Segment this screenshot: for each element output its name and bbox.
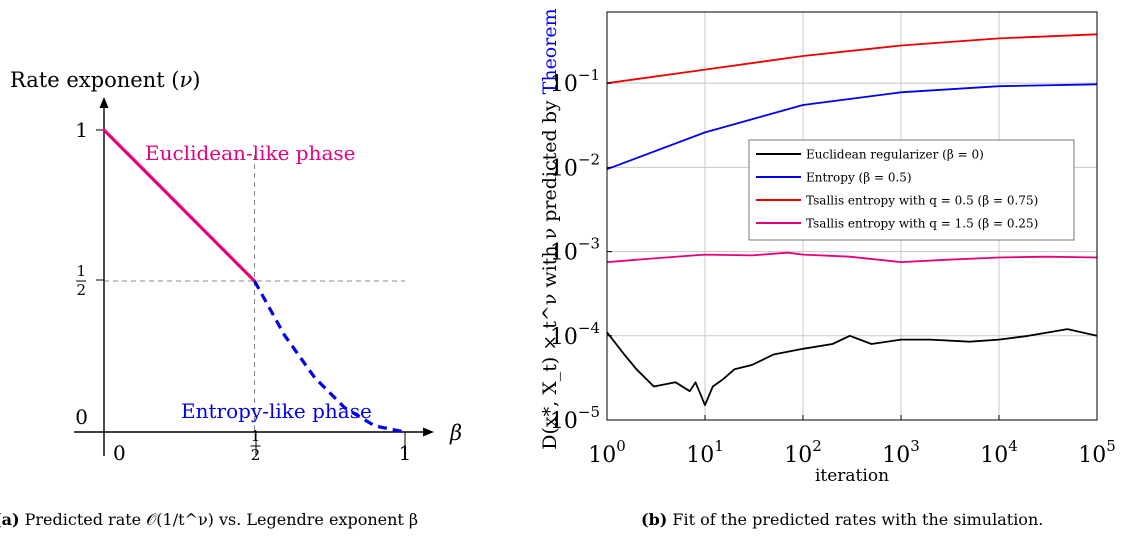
- series-line-euclidean-phase: [102, 128, 257, 283]
- x-tick-label: 100: [588, 437, 626, 468]
- y-tick-label: 10−5: [550, 403, 600, 434]
- y-tick-label: 0: [75, 405, 88, 429]
- legend-label: Tsallis entropy with q = 1.5 (β = 0.25): [806, 217, 1038, 231]
- y-tick-label: 10−3: [550, 235, 600, 266]
- series-line-euclidean: [607, 328, 1097, 407]
- legend-item: Tsallis entropy with q = 1.5 (β = 0.25): [756, 217, 1038, 231]
- euclidean-phase-label: Euclidean-like phase: [145, 141, 356, 165]
- entropy-phase-label: Entropy-like phase: [181, 399, 372, 423]
- caption-b: (b) Fit of the predicted rates with the …: [641, 510, 1043, 529]
- x-tick-label: 101: [686, 437, 724, 468]
- x-tick-label: 12: [250, 427, 261, 464]
- svg-text:2: 2: [251, 446, 261, 464]
- panel-b: 100 101 102 103 104 105 10−5 10−4 10−3 10−2 10−1 i…: [539, 0, 1116, 486]
- caption-b-label: (b): [641, 510, 668, 529]
- panel-b-tick-labels: 100 101 102 103 104 105 10−5 10−4 10−3 10−2 10−1: [550, 66, 1116, 468]
- y-tick-label: 10−4: [550, 319, 600, 350]
- x-tick-label: 1: [399, 441, 412, 465]
- caption-a: (a) Predicted rate 𝒪(1/t^ν) vs. Legendre…: [0, 510, 418, 530]
- panel-a-axes: [74, 97, 434, 456]
- y-tick-label: 10−2: [550, 150, 600, 181]
- legend-box: [748, 139, 1075, 241]
- panel-b-frame: [606, 11, 1098, 421]
- caption-a-text: Predicted rate 𝒪(1/t^ν) vs. Legendre exp…: [24, 510, 419, 529]
- panel-b-legend: Euclidean regularizer (β = 0) Entropy (β …: [748, 139, 1075, 241]
- panel-b-xlabel: iteration: [815, 466, 889, 486]
- panel-a-ylabel: Rate exponent (ν): [10, 68, 200, 92]
- panel-a-xlabel: β: [449, 421, 462, 445]
- y-tick-label: 1: [75, 118, 88, 142]
- y-tick-label: 10−1: [550, 66, 600, 97]
- x-tick-label: 102: [784, 437, 822, 468]
- svg-text:1: 1: [251, 427, 261, 445]
- legend-label: Entropy (β = 0.5): [806, 171, 912, 185]
- panel-a-series: [102, 128, 406, 434]
- legend-label: Euclidean regularizer (β = 0): [806, 148, 984, 162]
- panel-a-guides: [104, 155, 405, 432]
- x-tick-label: 105: [1078, 437, 1116, 468]
- x-tick-label: 104: [980, 437, 1018, 468]
- series-line-entropy: [607, 83, 1097, 171]
- panel-b-series: [607, 33, 1097, 407]
- y-tick-label: 12: [76, 262, 86, 299]
- svg-text:2: 2: [76, 281, 86, 299]
- legend-item: Entropy (β = 0.5): [756, 171, 912, 185]
- series-line-tsallis-q05: [607, 33, 1097, 85]
- caption-a-label: (a): [0, 510, 20, 529]
- svg-text:1: 1: [76, 262, 86, 280]
- series-line-tsallis-q15: [607, 251, 1097, 264]
- legend-label: Tsallis entropy with q = 0.5 (β = 0.75): [806, 194, 1038, 208]
- legend-item: Tsallis entropy with q = 0.5 (β = 0.75): [756, 194, 1038, 208]
- x-tick-label: 0: [113, 441, 126, 465]
- legend-item: Euclidean regularizer (β = 0): [756, 148, 984, 162]
- series-line-entropy-phase: [253, 280, 406, 434]
- panel-b-ylabel: D(x*, X_t) × t^ν with ν predicted by The…: [539, 0, 561, 450]
- x-tick-label: 103: [882, 437, 920, 468]
- caption-b-text: Fit of the predicted rates with the simu…: [672, 510, 1044, 529]
